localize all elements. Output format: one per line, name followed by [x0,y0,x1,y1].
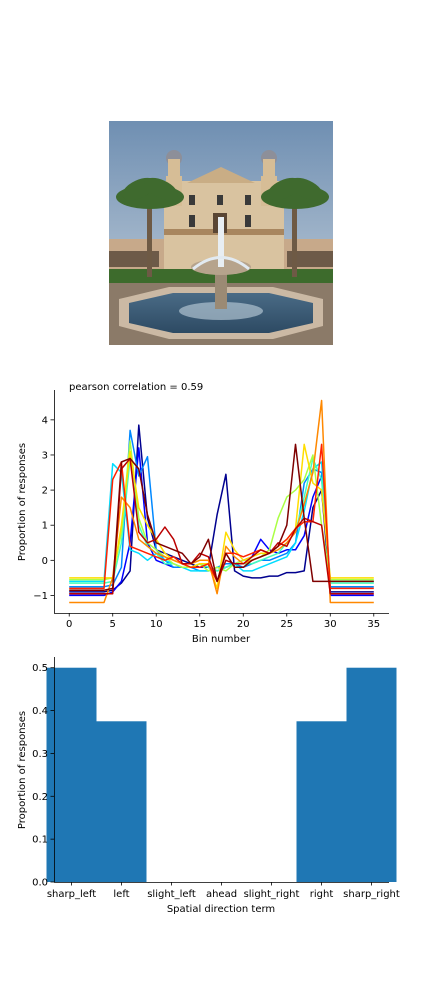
y-tick-label: 1 [42,521,48,532]
line-chart: pearson correlation = 0.59 0 5 10 15 20 25 30 3… [17,382,389,645]
y-tick-label: 3 [42,450,48,461]
x-tick-label: right [310,889,334,900]
x-tick-label: 20 [237,619,250,630]
x-tick-label: left [113,889,129,900]
x-tick-label: 10 [150,619,163,630]
bar-chart-y-label: Proportion of responses [17,711,28,829]
y-tick-label: 0.2 [32,792,48,803]
x-tick-label: 25 [280,619,293,630]
x-tick-label: 35 [367,619,380,630]
x-tick-label: 0 [66,619,72,630]
fountain-photo-drawing [109,121,333,345]
x-tick-label: 15 [193,619,206,630]
bar-sharp_right [346,667,397,882]
x-tick-label: sharp_right [343,889,400,900]
fountain-photo [109,121,333,345]
y-tick-label: 0.4 [32,706,48,717]
y-tick-label: 0.1 [32,835,48,846]
line-series-group [69,399,374,604]
x-tick-label: ahead [206,889,237,900]
line-chart-title: pearson correlation = 0.59 [69,382,203,393]
x-tick-label: sharp_left [47,889,96,900]
bar-left [96,721,147,882]
y-tick-label: 4 [42,415,48,426]
bar-chart-x-ticks: sharp_left left slight_left ahead slight_rig… [47,882,400,900]
line-series-6 [69,443,374,590]
y-tick-label: −1 [33,591,48,602]
x-tick-label: 5 [110,619,116,630]
bar-chart-x-label: Spatial direction term [167,904,275,915]
x-tick-label: slight_left [147,889,196,900]
y-tick-label: 0 [42,556,48,567]
y-tick-label: 0.3 [32,749,48,760]
bar-chart: sharp_left left slight_left ahead slight_rig… [17,657,400,915]
line-chart-y-label: Proportion of responses [17,443,28,561]
y-tick-label: 2 [42,486,48,497]
y-tick-label: 0.5 [32,663,48,674]
line-series-10 [69,443,374,591]
bar-chart-y-ticks: 0.0 0.1 0.2 0.3 0.4 0.5 [32,663,54,889]
bar-right [296,721,347,882]
bar-chart-bars [46,667,397,882]
y-tick-label: 0.0 [32,878,48,889]
line-chart-x-ticks: 0 5 10 15 20 25 30 35 [66,613,380,630]
line-chart-x-label: Bin number [192,634,251,645]
x-tick-label: 30 [324,619,337,630]
x-tick-label: slight_right [244,889,300,900]
bar-sharp_left [46,667,97,882]
line-chart-y-ticks: −1 0 1 2 3 4 [33,415,54,602]
